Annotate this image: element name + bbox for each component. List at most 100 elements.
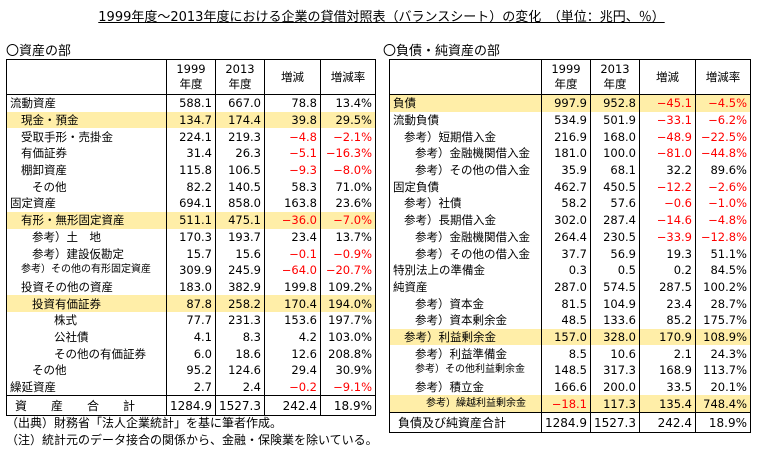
- cell-v1999: 77.7: [166, 311, 216, 329]
- cell-diff: 33.5: [639, 378, 696, 396]
- assets-header-row: 1999 年度 2013 年度 増減 増減率: [6, 59, 376, 95]
- table-row: 特別法上の準備金 0.3 0.5 0.2 84.5%: [389, 261, 751, 279]
- total-diff: 242.4: [264, 395, 321, 417]
- cell-diff: −64.0: [264, 261, 321, 279]
- cell-v2013: 574.5: [590, 278, 640, 296]
- cell-diff: 4.2: [264, 328, 321, 346]
- cell-diff: −33.9: [639, 228, 696, 246]
- total-rate: 18.9%: [320, 395, 376, 417]
- cell-v2013: 193.7: [215, 228, 265, 246]
- cell-rate: 24.3%: [695, 345, 751, 362]
- table-row: 参考）その他の借入金 35.9 68.1 32.2 89.6%: [389, 161, 751, 179]
- cell-v1999: 37.7: [541, 245, 591, 262]
- cell-v2013: 174.4: [215, 111, 265, 129]
- cell-v2013: 317.3: [590, 362, 640, 379]
- cell-v1999: 183.0: [166, 278, 216, 296]
- cell-v2013: 287.4: [590, 211, 640, 229]
- cell-v1999: 0.3: [541, 261, 591, 279]
- row-label: その他: [6, 178, 167, 196]
- cell-v1999: 170.3: [166, 228, 216, 246]
- row-label: 負債: [389, 93, 542, 112]
- cell-v2013: 168.0: [590, 128, 640, 146]
- cell-v2013: 258.2: [215, 295, 265, 312]
- assets-header-3: 増減: [264, 59, 321, 95]
- cell-rate: 71.0%: [320, 178, 376, 196]
- cell-rate: 194.0%: [320, 295, 376, 312]
- source-note: （出典）財務省「法人企業統計」を基に筆者作成。: [6, 416, 283, 430]
- cell-v1999: 148.5: [541, 362, 591, 379]
- row-label: 棚卸資産: [6, 161, 167, 179]
- cell-rate: −22.5%: [695, 128, 751, 146]
- cell-rate: −44.8%: [695, 145, 751, 162]
- cell-diff: −0.6: [639, 195, 696, 212]
- liabilities-header-2: 2013 年度: [590, 59, 640, 95]
- row-label: 有価証券: [6, 145, 167, 162]
- cell-rate: 30.9%: [320, 362, 376, 379]
- table-row: 参考）その他利益剰余金 148.5 317.3 168.9 113.7%: [389, 362, 751, 379]
- cell-v1999: 82.2: [166, 178, 216, 196]
- liabilities-header-4: 増減率: [695, 59, 751, 95]
- cell-v2013: 382.9: [215, 278, 265, 296]
- cell-rate: 113.7%: [695, 362, 751, 379]
- cell-v2013: 15.6: [215, 245, 265, 262]
- cell-v1999: 115.8: [166, 161, 216, 179]
- cell-v1999: 15.7: [166, 245, 216, 262]
- cell-v1999: 81.5: [541, 295, 591, 312]
- cell-rate: −2.6%: [695, 178, 751, 196]
- assets-header-1: 1999 年度: [166, 59, 216, 95]
- cell-diff: −0.2: [264, 378, 321, 396]
- cell-v2013: 231.3: [215, 311, 265, 329]
- cell-rate: −1.0%: [695, 195, 751, 212]
- cell-diff: −81.0: [639, 145, 696, 162]
- cell-diff: 12.6: [264, 345, 321, 362]
- cell-v1999: 997.9: [541, 93, 591, 112]
- cell-diff: −12.2: [639, 178, 696, 196]
- cell-rate: −7.0%: [320, 211, 376, 229]
- cell-diff: −14.6: [639, 211, 696, 229]
- cell-v1999: 302.0: [541, 211, 591, 229]
- cell-diff: 199.8: [264, 278, 321, 296]
- cell-diff: 29.4: [264, 362, 321, 379]
- cell-v1999: 181.0: [541, 145, 591, 162]
- cell-rate: 197.7%: [320, 311, 376, 329]
- cell-rate: 748.4%: [695, 395, 751, 413]
- cell-v2013: 140.5: [215, 178, 265, 196]
- cell-diff: 39.8: [264, 111, 321, 129]
- cell-v1999: 588.1: [166, 93, 216, 112]
- cell-diff: 78.8: [264, 93, 321, 112]
- row-label: 流動負債: [389, 111, 542, 129]
- cell-rate: 109.2%: [320, 278, 376, 296]
- row-label: 現金・預金: [6, 111, 167, 129]
- table-row: 負債 997.9 952.8 −45.1 −4.5%: [389, 93, 751, 112]
- table-row: 現金・預金 134.7 174.4 39.8 29.5%: [6, 111, 376, 129]
- row-label: その他の有価証券: [6, 345, 167, 362]
- cell-v2013: 219.3: [215, 128, 265, 146]
- cell-v1999: 8.5: [541, 345, 591, 362]
- cell-rate: 51.1%: [695, 245, 751, 262]
- cell-diff: 2.1: [639, 345, 696, 362]
- row-label: 有形・無形固定資産: [6, 211, 167, 229]
- cell-v2013: 10.6: [590, 345, 640, 362]
- cell-v2013: 104.9: [590, 295, 640, 312]
- cell-v1999: 224.1: [166, 128, 216, 146]
- row-label: 参考）その他利益剰余金: [389, 362, 542, 379]
- cell-v2013: 200.0: [590, 378, 640, 396]
- cell-rate: 23.6%: [320, 195, 376, 212]
- table-row: 参考）利益剰余金 157.0 328.0 170.9 108.9%: [389, 328, 751, 346]
- liabilities-header-row: 1999 年度 2013 年度 増減 増減率: [389, 59, 751, 95]
- cell-diff: 85.2: [639, 311, 696, 329]
- cell-v2013: 57.6: [590, 195, 640, 212]
- row-label: 参考）利益剰余金: [389, 328, 542, 346]
- cell-v2013: 124.6: [215, 362, 265, 379]
- cell-v1999: 309.9: [166, 261, 216, 279]
- cell-v2013: 106.5: [215, 161, 265, 179]
- cell-v2013: 68.1: [590, 161, 640, 179]
- cell-diff: 0.2: [639, 261, 696, 279]
- row-label: 公社債: [6, 328, 167, 346]
- remark-note: （注）統計元のデータ接合の関係から、金融・保険業を除いている。: [6, 433, 378, 447]
- total-label: 資 産 合 計: [6, 395, 167, 417]
- cell-rate: 20.1%: [695, 378, 751, 396]
- cell-rate: −6.2%: [695, 111, 751, 129]
- table-row: 参考）土 地 170.3 193.7 23.4 13.7%: [6, 228, 376, 246]
- page-title: 1999年度～2013年度における企業の貸借対照表（バランスシート）の変化 （単…: [98, 10, 665, 25]
